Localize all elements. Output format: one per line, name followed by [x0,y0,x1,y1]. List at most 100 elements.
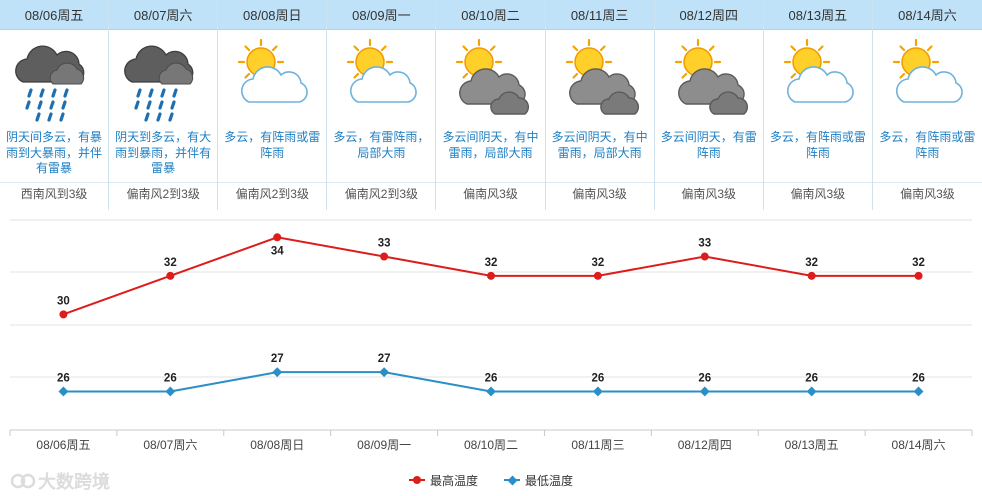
legend-high-marker [408,475,425,485]
forecast-day: 08/06周五 阴天间多云，有暴雨到大暴雨，并伴有雷暴 西南风到3级 [0,0,110,210]
forecast-strip: 08/06周五 阴天间多云，有暴雨到大暴雨，并伴有雷暴 西南风到3级 08/07… [0,0,982,210]
low-temp-point [486,386,496,397]
sun-dark-cloud-icon [674,38,748,115]
forecast-day: 08/10周二 多云间阴天，有中雷雨，局部大雨 偏南风3级 [436,0,546,210]
day-date: 08/06周五 [0,0,109,30]
low-temp-point [699,386,710,397]
legend-low-label: 最低温度 [525,473,574,488]
high-temp-label: 32 [164,257,177,269]
low-temp-point [592,386,603,397]
light-cloud-shape [241,66,309,103]
x-tick-label: 08/06周五 [36,438,90,452]
rain-heavy-icon [15,45,85,122]
forecast-day: 08/13周五 多云，有阵雨或雷阵雨 偏南风3级 [763,0,873,210]
forecast-day: 08/14周六 多云，有阵雨或雷阵雨 偏南风3级 [872,0,982,210]
sun-cloud-icon [783,38,854,103]
x-tick-label: 08/07周六 [143,438,197,452]
legend-low-marker [504,475,520,485]
x-tick-label: 08/14周六 [892,438,946,452]
weather-description: 阴天到多云，有大雨到暴雨，并伴有雷暴 [115,130,212,175]
light-cloud-shape [896,66,964,103]
forecast-day: 08/08周日 多云，有阵雨或雷阵雨 偏南风2到3级 [218,0,328,210]
sun-cloud-icon [238,38,309,103]
high-temp-label: 30 [57,295,70,307]
high-temp-point [380,252,389,261]
low-temp-point [806,386,817,397]
x-tick-label: 08/12周四 [678,438,732,452]
day-date: 08/09周一 [327,0,436,30]
weather-description: 多云，有雷阵雨，局部大雨 [333,130,430,160]
day-date: 08/08周日 [218,0,327,30]
x-tick-label: 08/11周三 [571,438,624,452]
weather-icon-box [436,30,544,130]
high-temp-point [914,271,923,280]
high-temp-label: 33 [378,238,391,250]
weather-icon-box [109,30,217,130]
high-temp-label: 34 [271,245,284,257]
low-temp-label: 27 [271,353,284,365]
weather-icon-box [0,30,108,130]
high-temp-point [273,233,282,242]
sun-dark-cloud-icon [565,38,639,115]
high-temp-label: 32 [485,257,498,269]
weather-description: 多云间阴天，有中雷雨，局部大雨 [442,130,539,160]
weather-icon-box [327,30,435,130]
wind-info: 西南风到3级 [0,182,109,204]
weather-description: 多云，有阵雨或雷阵雨 [879,130,976,160]
rain-cloud-shape [124,45,194,122]
weather-description: 多云间阴天，有中雷雨，局部大雨 [551,130,648,160]
legend-item-low[interactable]: 最低温度 [504,472,573,489]
high-temp-point [166,271,175,280]
low-temp-point [58,386,69,397]
weather-icon-box [764,30,872,130]
low-temp-label: 26 [57,372,70,384]
high-temp-point [59,310,68,319]
low-temp-point [272,367,283,378]
day-date: 08/10周二 [436,0,545,30]
day-date: 08/11周三 [545,0,654,30]
light-cloud-shape [786,66,854,103]
wind-info: 偏南风3级 [436,182,545,204]
temperature-line-chart: 08/06周五 08/07周六 08/08周日 08/09周一 08/10周二 08/11… [9,219,973,452]
high-temp-label: 32 [912,257,925,269]
weather-description: 多云，有阵雨或雷阵雨 [224,130,321,160]
low-temp-point [165,386,176,397]
legend-item-high[interactable]: 最高温度 [408,472,478,489]
low-temp-label: 26 [164,372,177,384]
sun-cloud-icon [347,38,418,103]
forecast-day: 08/07周六 阴天到多云，有大雨到暴雨，并伴有雷暴 偏南风2到3级 [109,0,219,210]
wind-info: 偏南风3级 [654,182,763,204]
low-temp-label: 26 [591,372,604,384]
dark-cloud-shape [677,68,748,115]
low-temp-point [913,386,924,397]
wind-info: 偏南风3级 [872,182,982,204]
rain-cloud-shape [15,45,85,122]
light-cloud-shape [350,66,418,103]
legend-high-label: 最高温度 [429,473,478,488]
dark-cloud-shape [459,68,530,115]
wind-info: 偏南风2到3级 [109,182,218,204]
x-tick-label: 08/08周日 [250,438,304,452]
low-temp-label: 26 [805,372,818,384]
weather-description: 多云间阴天，有雷阵雨 [660,130,757,160]
x-tick-label: 08/09周一 [357,438,411,452]
high-temp-label: 32 [591,257,604,269]
low-temp-label: 26 [698,372,711,384]
weather-description: 多云，有阵雨或雷阵雨 [769,130,866,160]
wind-info: 偏南风3级 [763,182,872,204]
forecast-day: 08/12周四 多云间阴天，有雷阵雨 偏南风3级 [654,0,764,210]
temperature-chart: 08/06周五 08/07周六 08/08周日 08/09周一 08/10周二 08/11… [0,210,982,496]
low-temp-label: 27 [378,353,391,365]
forecast-day: 08/11周三 多云间阴天，有中雷雨，局部大雨 偏南风3级 [545,0,655,210]
watermark-text: 大数跨境 [38,472,110,492]
weather-icon-box [873,30,982,130]
low-temp-label: 26 [912,372,925,384]
high-temp-point [807,271,816,280]
x-tick-label: 08/13周五 [785,438,839,452]
day-date: 08/13周五 [763,0,872,30]
high-temp-point [593,271,602,280]
wind-info: 偏南风2到3级 [218,182,327,204]
high-temp-label: 32 [805,257,818,269]
low-temp-label: 26 [485,372,498,384]
weather-icon-box [655,30,763,130]
